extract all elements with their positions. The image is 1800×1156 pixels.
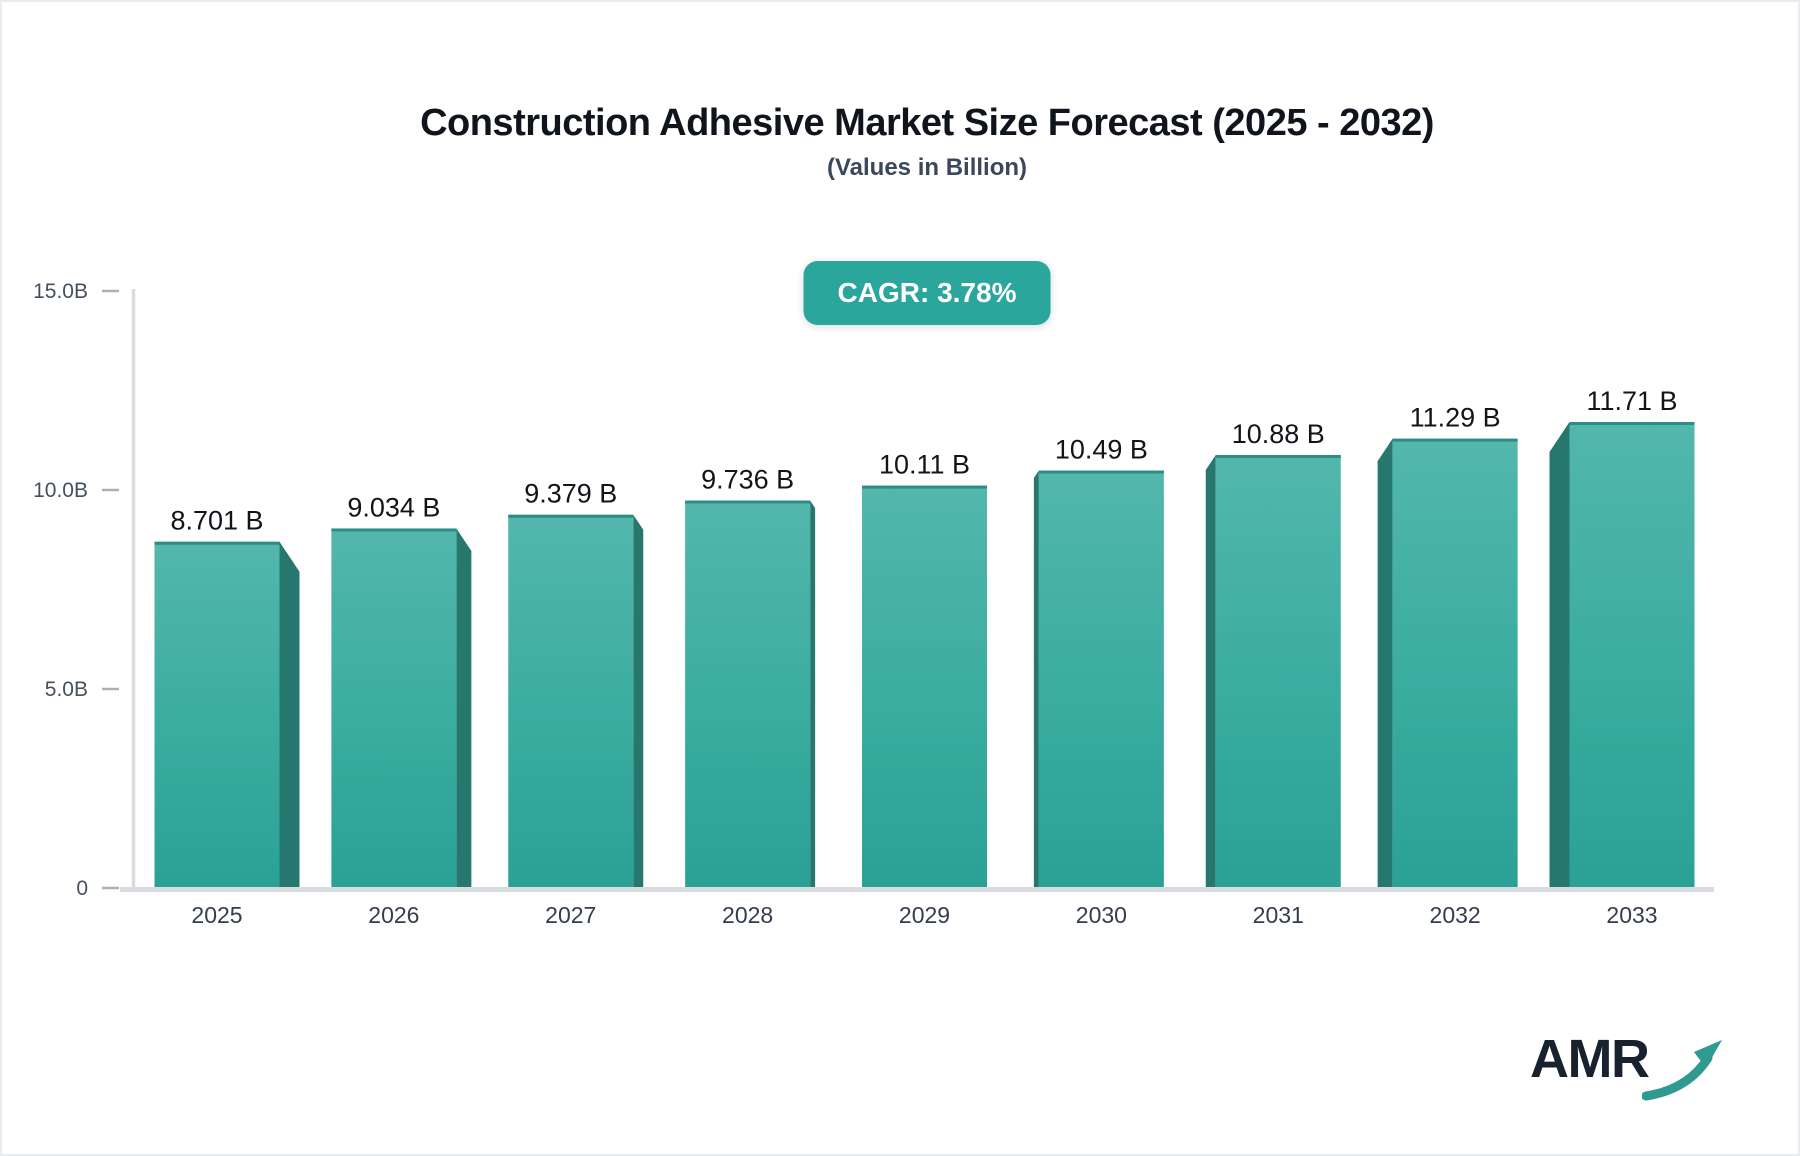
value-label-2030: 10.49 B bbox=[1055, 434, 1148, 464]
value-label-2028: 9.736 B bbox=[701, 465, 794, 495]
x-tick-label-2030: 2030 bbox=[1076, 902, 1127, 928]
value-label-2031: 10.88 B bbox=[1232, 419, 1325, 449]
bar-side-2033 bbox=[1549, 421, 1570, 887]
value-label-2033: 11.71 B bbox=[1586, 386, 1677, 416]
value-label-2027: 9.379 B bbox=[524, 479, 617, 509]
x-tick-label-2025: 2025 bbox=[191, 902, 242, 928]
y-tick-label-0: 0 bbox=[76, 877, 88, 900]
bar-2025 bbox=[154, 541, 280, 887]
bar-side-2027 bbox=[633, 514, 644, 887]
bar-2026 bbox=[331, 528, 457, 887]
bar-2032 bbox=[1392, 438, 1518, 887]
y-tick-label-5.0B: 5.0B bbox=[45, 678, 88, 701]
y-tick-label-10.0B: 10.0B bbox=[33, 479, 88, 502]
x-tick-label-2029: 2029 bbox=[899, 902, 950, 928]
value-label-2026: 9.034 B bbox=[347, 492, 440, 522]
bar-2030 bbox=[1038, 470, 1164, 887]
amr-logo: AMR bbox=[1530, 1032, 1726, 1102]
x-tick-label-2031: 2031 bbox=[1253, 902, 1304, 928]
chart-subtitle: (Values in Billion) bbox=[826, 154, 1028, 181]
bar-side-2030 bbox=[1033, 470, 1039, 887]
bar-side-2028 bbox=[810, 500, 816, 887]
bar-side-2025 bbox=[279, 541, 300, 887]
x-tick-label-2027: 2027 bbox=[545, 902, 596, 928]
y-tick-label-15.0B: 15.0B bbox=[33, 280, 88, 303]
bar-side-2026 bbox=[456, 528, 472, 887]
bar-2029 bbox=[862, 485, 987, 887]
value-label-2032: 11.29 B bbox=[1410, 403, 1501, 433]
growth-arrow-icon bbox=[1642, 1040, 1723, 1101]
value-label-2025: 8.701 B bbox=[170, 506, 263, 536]
bar-2028 bbox=[685, 500, 811, 887]
bar-2033 bbox=[1569, 421, 1695, 887]
x-tick-label-2032: 2032 bbox=[1430, 902, 1481, 928]
x-tick-label-2033: 2033 bbox=[1606, 902, 1657, 928]
amr-logo-text: AMR bbox=[1530, 1029, 1650, 1089]
bar-2031 bbox=[1215, 454, 1341, 887]
value-label-2029: 10.11 B bbox=[879, 450, 970, 480]
bar-side-2032 bbox=[1377, 438, 1393, 887]
x-tick-label-2028: 2028 bbox=[722, 902, 773, 928]
chart-title: Construction Adhesive Market Size Foreca… bbox=[420, 102, 1434, 144]
bar-side-2031 bbox=[1205, 454, 1216, 887]
x-tick-label-2026: 2026 bbox=[368, 902, 419, 928]
bar-2027 bbox=[508, 514, 634, 887]
cagr-badge: CAGR: 3.78% bbox=[803, 261, 1051, 325]
